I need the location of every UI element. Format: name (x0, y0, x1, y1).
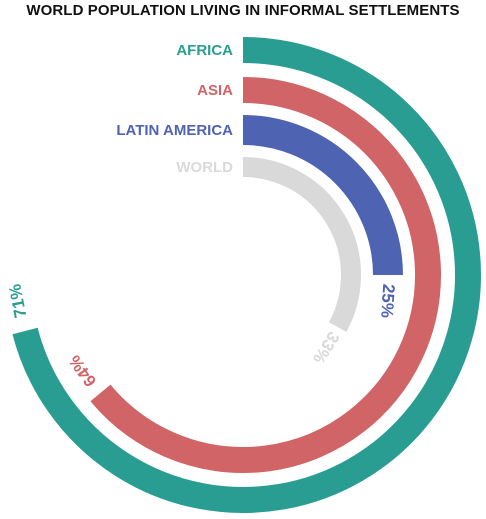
chart-title: WORLD POPULATION LIVING IN INFORMAL SETT… (26, 2, 460, 19)
value-africa: 71% (5, 282, 30, 319)
label-asia: ASIA (197, 82, 233, 99)
label-world: WORLD (176, 159, 233, 176)
arc-africa (12, 37, 481, 513)
value-asia: 64% (65, 352, 100, 391)
label-africa: AFRICA (176, 42, 233, 59)
arc-asia (90, 77, 441, 473)
value-latin-america: 25% (377, 283, 398, 318)
arc-latin-america (242, 115, 403, 276)
value-world: 33% (309, 328, 343, 367)
arc-world (242, 157, 361, 332)
label-latin-america: LATIN AMERICA (116, 122, 233, 139)
